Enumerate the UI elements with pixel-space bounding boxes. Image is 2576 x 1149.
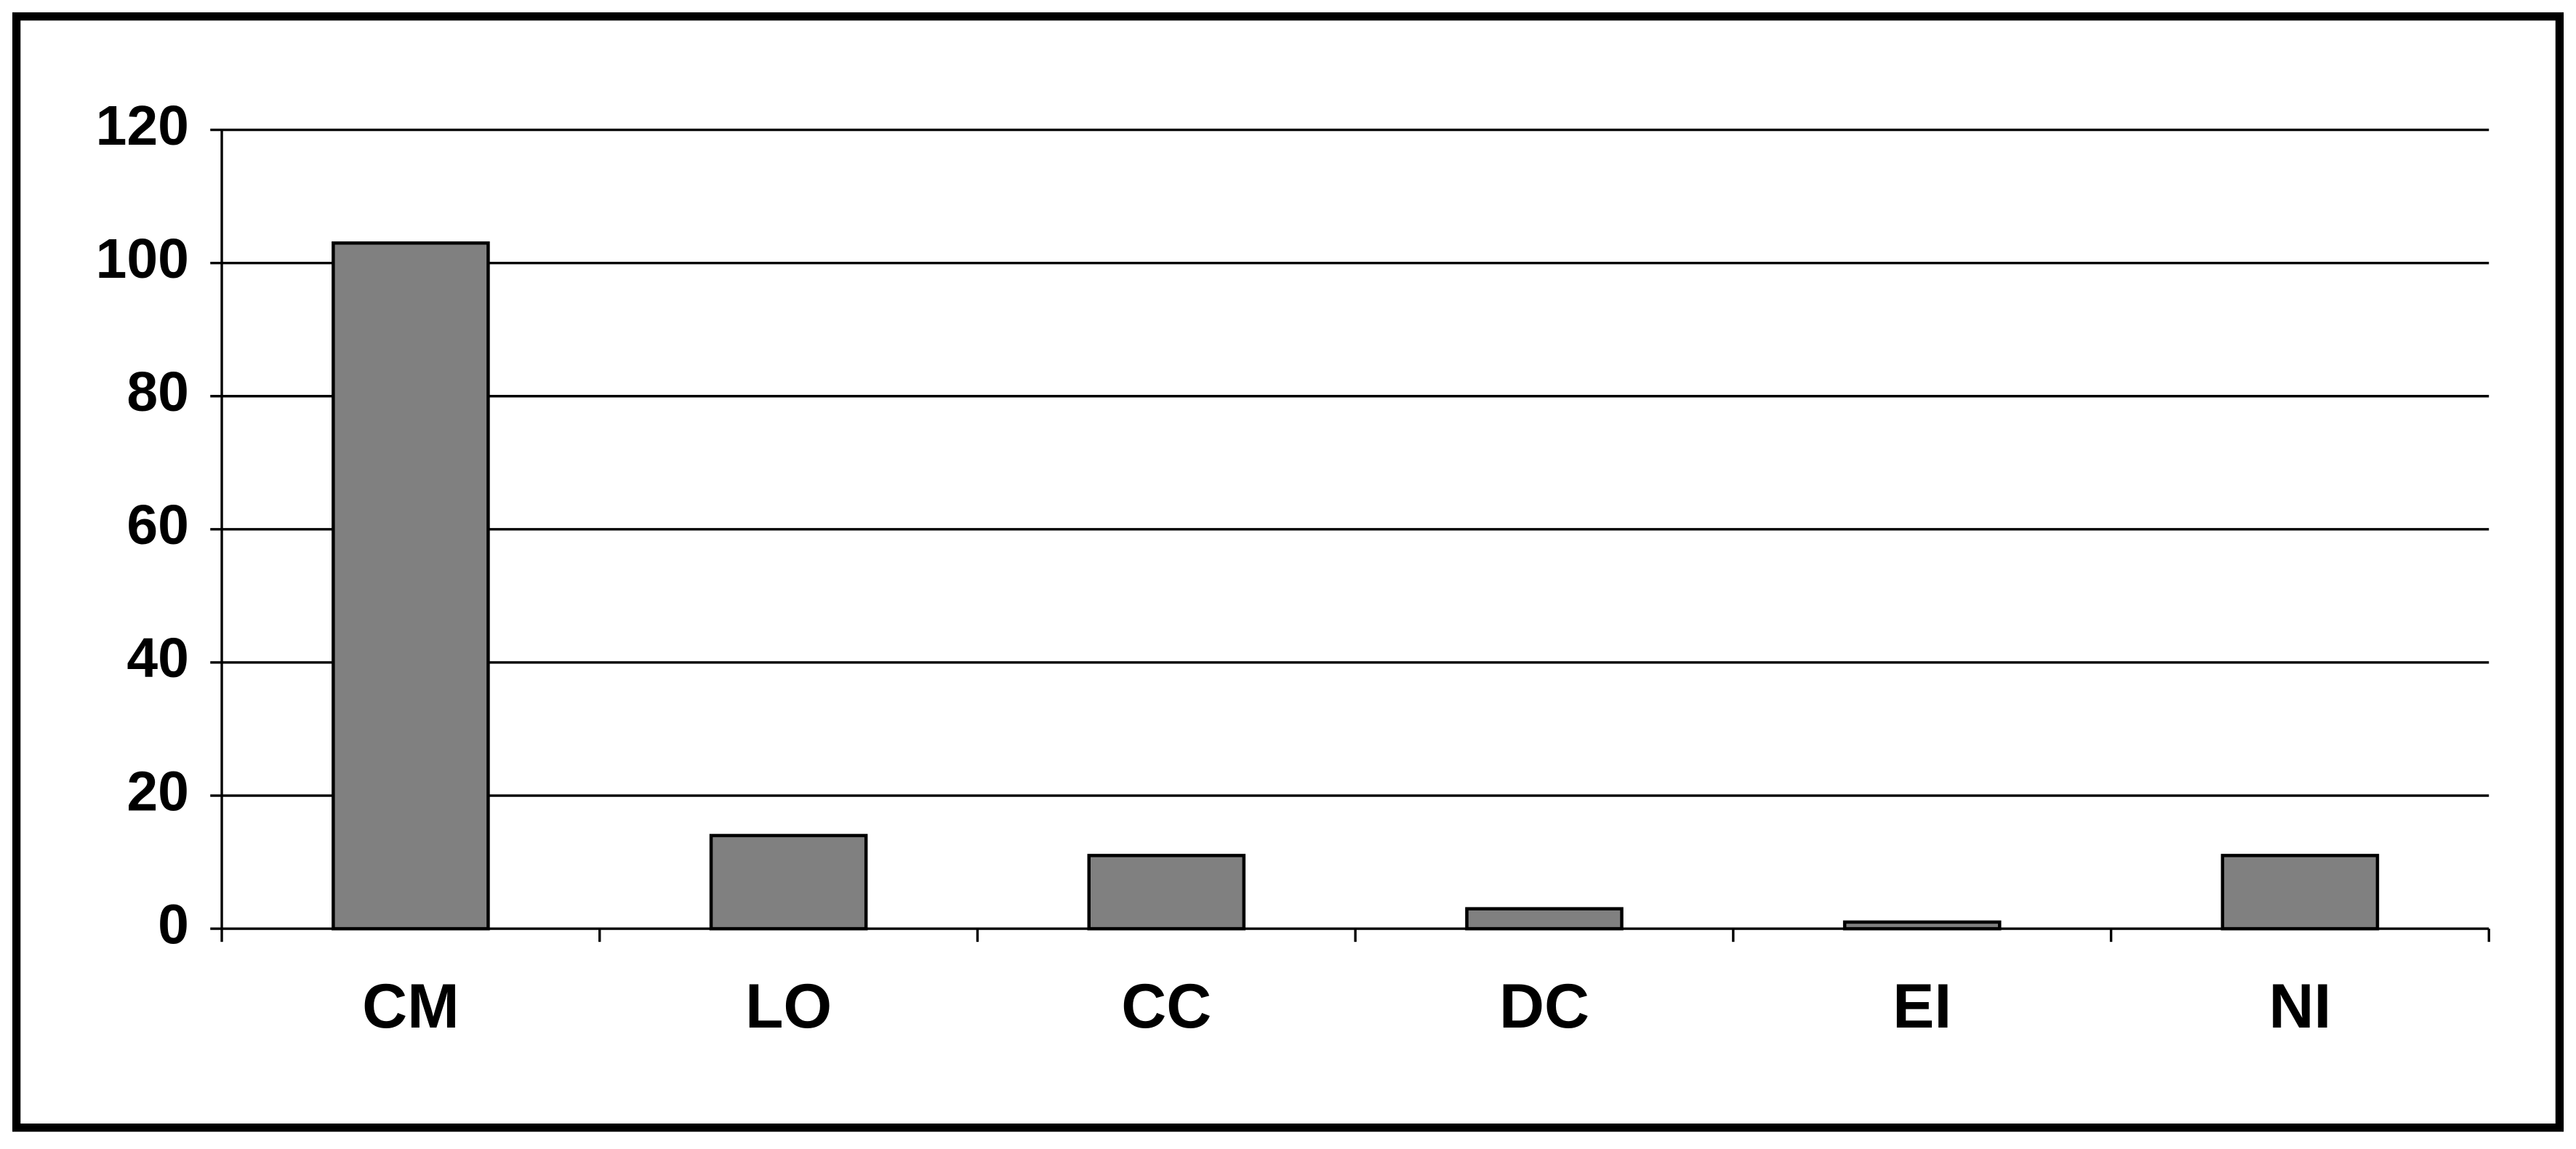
bar [332,241,490,931]
x-tick-label: LO [745,972,832,1041]
bar [2220,854,2380,931]
y-tick-label: 20 [127,760,188,822]
y-tick-label: 40 [127,627,188,689]
y-tick-label: 60 [127,494,188,556]
bar [1465,907,1624,931]
x-tick-label: DC [1499,972,1589,1041]
y-tick-label: 100 [96,228,189,290]
x-tick-label: CC [1121,972,1211,1041]
bar [709,833,868,931]
y-tick-label: 120 [96,95,189,157]
bar [1842,920,2002,931]
x-tick-label: EI [1893,972,1951,1041]
y-tick-label: 0 [158,893,189,956]
bar [1087,854,1246,931]
x-tick-label: NI [2268,972,2331,1041]
x-tick-label: CM [362,972,460,1041]
y-tick-label: 80 [127,361,188,423]
